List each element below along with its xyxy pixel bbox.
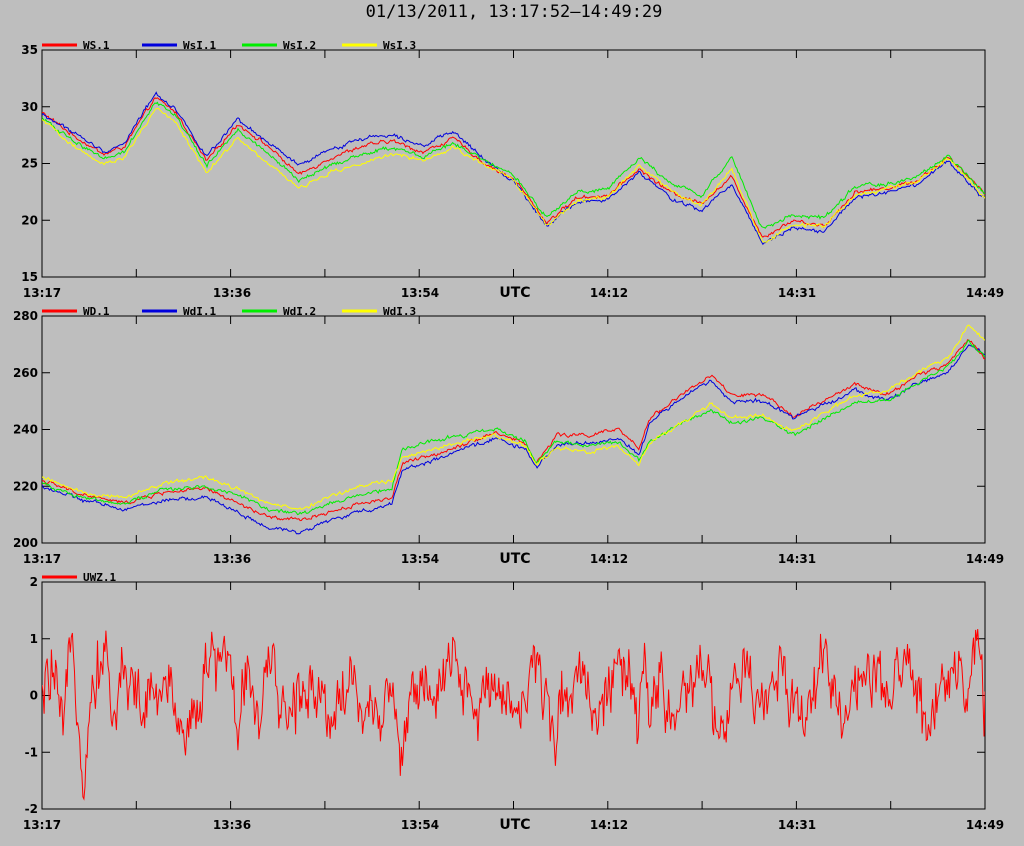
y-tick-label: 30: [21, 100, 38, 114]
x-tick-label: 14:12: [590, 818, 628, 832]
legend-label: WdI.2: [283, 305, 316, 318]
x-axis-label: UTC: [499, 285, 530, 301]
legend-label: WdI.3: [383, 305, 416, 318]
x-tick-label: 13:17: [23, 818, 61, 832]
y-tick-label: 25: [21, 157, 38, 171]
chart-title: 01/13/2011, 13:17:52–14:49:29: [366, 2, 663, 22]
series-line-wdi-3: [42, 324, 985, 511]
y-tick-label: 1: [30, 632, 38, 646]
series-line-uwz-1: [42, 628, 985, 801]
legend-label: WsI.2: [283, 39, 316, 52]
chart-panel-3: -2 -1 0 1 2 13:17 13:36 13:54 14:12 14:31 14:49 UTC…: [23, 571, 1004, 833]
x-tick-label: 14:49: [966, 818, 1004, 832]
y-tick-label: -2: [25, 802, 38, 816]
legend-label: WS.1: [83, 39, 110, 52]
legend-label: WD.1: [83, 305, 110, 318]
x-tick-label: 14:12: [590, 552, 628, 566]
plot-frame: [41, 315, 986, 544]
x-axis-label: UTC: [499, 817, 530, 833]
y-tick-label: 260: [13, 366, 38, 380]
legend-label: UWZ.1: [83, 571, 116, 584]
y-tick-label: 280: [13, 309, 38, 323]
plot-frame: [41, 581, 986, 810]
series-line-wsi-3: [42, 107, 985, 243]
legend-label: WsI.1: [183, 39, 216, 52]
chart-panel-2: 200 220 240 260 280 13:17 13:36 13:54 14:12 14:31…: [13, 305, 1004, 567]
legend-label: WsI.3: [383, 39, 416, 52]
legend-label: WdI.1: [183, 305, 216, 318]
series-line-wsi-2: [42, 101, 985, 229]
x-tick-label: 13:36: [213, 286, 251, 300]
y-tick-label: 35: [21, 43, 38, 57]
x-tick-label: 13:17: [23, 286, 61, 300]
series-line-wsi-1: [42, 91, 985, 246]
x-tick-label: 14:31: [778, 552, 816, 566]
x-tick-label: 13:54: [401, 286, 439, 300]
x-tick-label: 14:12: [590, 286, 628, 300]
y-tick-label: 20: [21, 213, 38, 227]
series-line-wdi-1: [42, 344, 985, 535]
x-tick-label: 13:54: [401, 552, 439, 566]
chart-panel-1: 15 20 25 30 35 13:17 13:36 13:54 14:12 14:31 14:49…: [21, 39, 1004, 301]
y-tick-label: 200: [13, 536, 38, 550]
y-tick-label: 15: [21, 270, 38, 284]
series-line-wd-1: [42, 339, 985, 522]
y-tick-label: 220: [13, 479, 38, 493]
plot-frame: [41, 49, 986, 278]
x-tick-label: 13:36: [213, 552, 251, 566]
x-tick-label: 14:49: [966, 286, 1004, 300]
x-axis-label: UTC: [499, 551, 530, 567]
x-tick-label: 13:36: [213, 818, 251, 832]
y-tick-label: 2: [30, 575, 38, 589]
x-tick-label: 13:17: [23, 552, 61, 566]
x-tick-label: 14:31: [778, 286, 816, 300]
x-tick-label: 13:54: [401, 818, 439, 832]
y-tick-label: -1: [25, 745, 38, 759]
x-tick-label: 14:31: [778, 818, 816, 832]
y-tick-label: 0: [30, 689, 38, 703]
y-tick-label: 240: [13, 423, 38, 437]
series-line-wdi-2: [42, 339, 985, 516]
x-tick-label: 14:49: [966, 552, 1004, 566]
series-line-ws-1: [42, 97, 985, 238]
